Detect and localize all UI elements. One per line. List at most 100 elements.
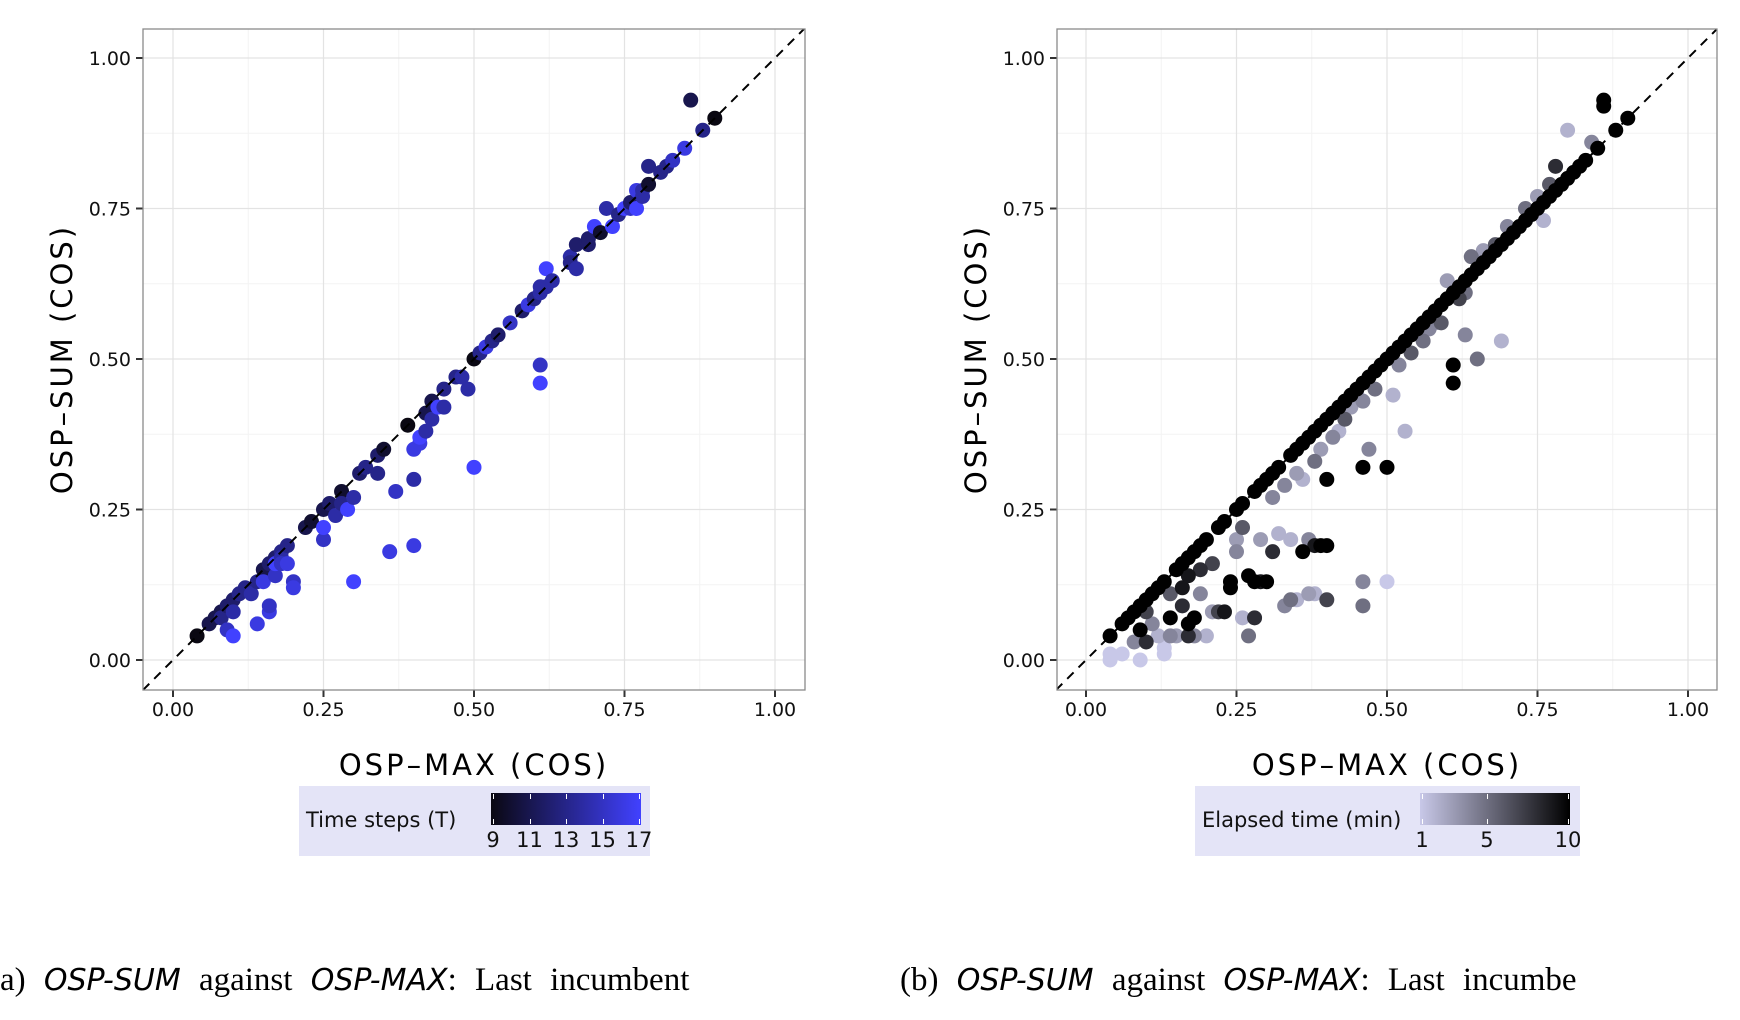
x-tick-label: 0.00 [1065, 699, 1107, 721]
data-point [1162, 610, 1178, 626]
caption-text: : Last incumbe [1360, 962, 1577, 998]
data-point [225, 628, 241, 644]
data-point [1235, 610, 1251, 626]
data-point [1235, 520, 1251, 536]
data-point [1229, 544, 1244, 560]
data-point [1415, 333, 1431, 349]
data-point [436, 399, 452, 415]
data-point [388, 483, 404, 499]
caption-text: : Last incumbent [447, 962, 690, 998]
scatter-panel-a: 0.00 0.00 0.25 0.25 0.50 0.50 0.75 0.75 1.00 1.00… [45, 28, 806, 782]
data-point [532, 375, 548, 391]
x-axis-title: OSP–MAX (COS) [339, 748, 609, 782]
data-point [1126, 634, 1142, 650]
data-point [279, 556, 295, 572]
reference-line [143, 29, 805, 690]
y-tick-label: 0.25 [89, 500, 131, 522]
legend-title: Elapsed time (min) [1202, 808, 1402, 832]
data-point [1277, 477, 1293, 493]
x-tick-label: 0.00 [152, 699, 194, 721]
data-point [406, 471, 422, 487]
scatter-panel-b: 0.00 0.00 0.25 0.25 0.50 0.50 0.75 0.75 1.00 1.00… [959, 28, 1718, 782]
colorbar-tick [602, 794, 604, 799]
data-point [1186, 610, 1202, 626]
colorbar-tick [566, 794, 567, 799]
data-point [261, 598, 277, 614]
data-point [1391, 357, 1407, 373]
colorbar-tick [1422, 819, 1423, 824]
data-point [1156, 640, 1172, 656]
data-point [1265, 489, 1281, 505]
data-point [598, 201, 614, 216]
colorbar-tick-label: 10 [1554, 828, 1582, 852]
reference-line [1057, 29, 1717, 690]
data-point [1114, 646, 1130, 662]
colorbar-elapsed-time [1420, 793, 1570, 825]
data-point [1138, 634, 1154, 650]
panel-border [1056, 28, 1718, 691]
y-tick-label: 0.50 [1003, 349, 1045, 371]
data-point [454, 369, 470, 385]
data-point [629, 201, 645, 216]
data-point [1355, 598, 1371, 614]
data-point [568, 261, 584, 277]
caption-b: (b) OSP-SUM against OSP-MAX: Last incumb… [900, 962, 1577, 999]
data-point [1337, 411, 1353, 427]
colorbar-tick [1568, 794, 1569, 799]
data-point [370, 465, 386, 481]
data-point [213, 610, 229, 626]
colorbar-tick-label: 5 [1480, 828, 1494, 852]
data-point [1102, 646, 1118, 662]
data-point [346, 574, 362, 590]
x-axis-title: OSP–MAX (COS) [1252, 748, 1522, 782]
y-tick-label: 1.00 [1003, 48, 1045, 70]
colorbar-tick [493, 819, 494, 824]
data-point [1355, 574, 1371, 590]
colorbar-tick [529, 794, 531, 799]
caption-label: a) [0, 962, 26, 998]
data-point [1192, 562, 1208, 578]
data-point [285, 580, 301, 596]
data-point [1144, 616, 1160, 632]
data-point [641, 158, 657, 174]
data-point [1265, 544, 1281, 560]
colorbar-tick-label: 15 [589, 828, 616, 852]
data-point [1301, 586, 1317, 602]
data-point [424, 411, 440, 427]
colorbar-tick-label: 11 [516, 828, 543, 852]
caption-method-b: OSP-MAX [310, 963, 448, 998]
data-point [1180, 628, 1196, 644]
data-point [604, 219, 620, 235]
data-point [316, 520, 331, 536]
data-point [382, 544, 398, 560]
data-point [1132, 622, 1148, 638]
data-point [538, 261, 554, 277]
data-point [460, 381, 476, 397]
data-point [1162, 628, 1178, 644]
data-point [1445, 357, 1461, 373]
data-point [1253, 532, 1269, 548]
data-point [1536, 213, 1552, 229]
y-tick-label: 0.25 [1003, 500, 1045, 522]
y-axis-title: OSP–SUM (COS) [45, 224, 79, 494]
data-point [1379, 459, 1395, 475]
caption-method-a: OSP-SUM [956, 963, 1094, 998]
data-point [532, 357, 548, 373]
colorbar-tick-label: 9 [486, 828, 500, 852]
data-point [1319, 471, 1335, 487]
data-point [1457, 327, 1473, 343]
data-point [1379, 574, 1395, 590]
colorbar-tick [1486, 794, 1488, 799]
data-point [255, 574, 271, 590]
data-point [1283, 532, 1299, 548]
data-point [1403, 345, 1419, 361]
colorbar-tick [639, 794, 640, 799]
data-point [1247, 574, 1263, 590]
colorbar-tick [1422, 794, 1423, 799]
data-point [1319, 592, 1335, 608]
colorbar-tick [1486, 819, 1488, 824]
data-point [1192, 586, 1208, 602]
data-point [1385, 387, 1401, 403]
data-point [1295, 544, 1311, 560]
data-point [243, 586, 259, 602]
